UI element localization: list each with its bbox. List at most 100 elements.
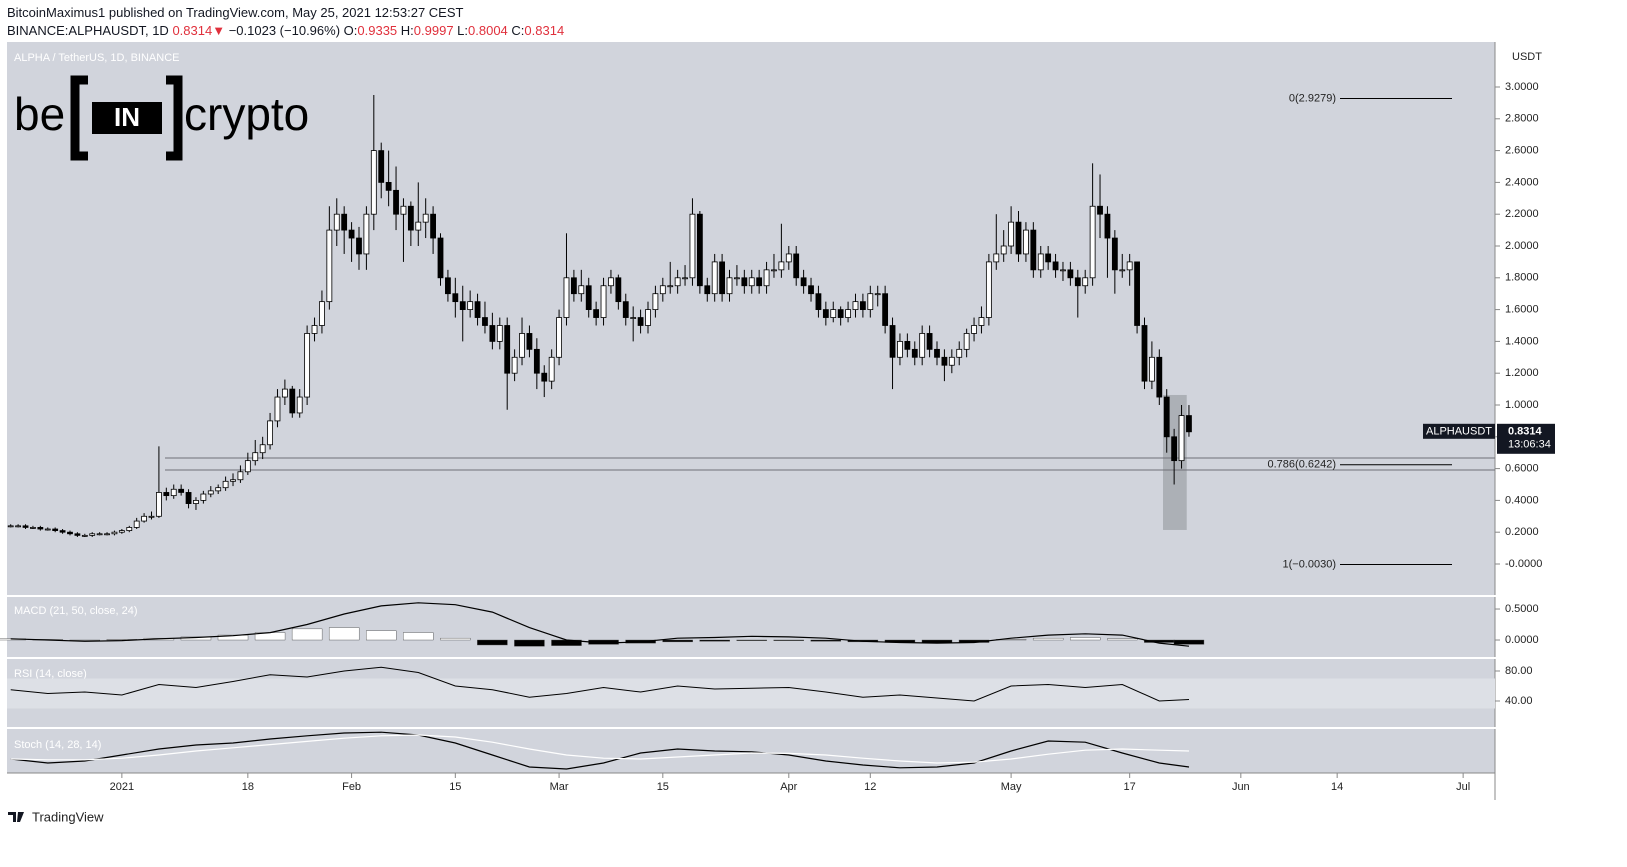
ohlc-key: L: <box>457 23 469 38</box>
candle-body <box>637 317 644 326</box>
candle-body <box>941 356 948 366</box>
candle-body <box>934 348 940 358</box>
x-tick-label: Feb <box>342 781 361 793</box>
candle-body <box>652 293 659 310</box>
candle-body <box>430 213 436 239</box>
candle-body <box>800 277 807 287</box>
candle-body <box>1015 221 1022 255</box>
candle-body <box>37 527 44 530</box>
candle-body <box>1023 229 1029 255</box>
y-tick-label: 1.8000 <box>1505 272 1539 284</box>
candle-body <box>148 515 155 518</box>
candle-body <box>133 520 140 528</box>
candle-body <box>178 488 185 493</box>
candle-body <box>608 277 614 287</box>
candle-body <box>963 333 970 350</box>
histogram-bar <box>810 639 842 642</box>
candle-body <box>815 293 822 310</box>
x-tick-label: Jul <box>1456 781 1470 793</box>
candle-body <box>52 528 59 532</box>
pane-title: ALPHA / TetherUS, 1D, BINANCE <box>14 52 179 64</box>
last-price-bg <box>1423 423 1495 439</box>
candle-body <box>30 527 36 529</box>
x-tick-label: 17 <box>1124 781 1136 793</box>
y-tick-label: 2.2000 <box>1505 208 1539 220</box>
stoch-line <box>10 734 1190 764</box>
x-tick-label: 12 <box>864 781 876 793</box>
footer-icon <box>8 812 24 822</box>
histogram-bar <box>1173 639 1205 645</box>
last-price-symbol: ALPHAUSDT <box>1426 426 1492 438</box>
candle-body <box>682 277 688 280</box>
candle-body <box>341 213 348 231</box>
candle-body <box>859 301 866 310</box>
candle-body <box>948 356 955 366</box>
candle-body <box>926 333 933 350</box>
candle-body <box>22 525 29 528</box>
ohlc-key: H: <box>400 23 414 38</box>
histogram-bar <box>699 639 730 642</box>
candle-body <box>459 301 466 310</box>
candle-body <box>452 293 459 303</box>
logo-box-text: IN <box>114 102 140 132</box>
symbol: BINANCE:ALPHAUSDT, 1D <box>7 23 169 38</box>
histogram-bar <box>403 632 434 641</box>
candle-body <box>104 533 110 536</box>
change: −0.1023 (−10.96%) <box>228 23 341 38</box>
candle-body <box>385 181 392 191</box>
histogram-bar <box>291 628 323 641</box>
candle-body <box>882 293 889 326</box>
candle-body <box>674 277 681 287</box>
candle-body <box>771 269 777 272</box>
candle-body <box>808 285 814 295</box>
candle-body <box>370 150 377 215</box>
y-tick-label: 0.0000 <box>1505 634 1539 646</box>
candle-body <box>304 333 311 398</box>
candle-body <box>956 348 963 358</box>
candle-body <box>482 317 488 326</box>
candle-body <box>259 444 266 454</box>
candle-body <box>645 309 651 326</box>
candle-body <box>274 396 281 422</box>
candle-body <box>1186 415 1192 433</box>
candle-body <box>1149 356 1155 382</box>
candle-body <box>659 285 666 295</box>
candle-body <box>207 490 214 495</box>
unit-label: USDT <box>1512 51 1542 63</box>
candle-body <box>407 205 414 231</box>
candle-body <box>785 253 792 263</box>
candle-body <box>1082 277 1089 287</box>
candle-body <box>193 499 199 504</box>
price-axis-bg <box>1495 42 1565 800</box>
candle-body <box>1171 436 1178 462</box>
histogram-bar <box>662 639 693 643</box>
candle-body <box>726 277 733 295</box>
candle-body <box>985 261 992 318</box>
candle-body <box>978 317 985 326</box>
header: BitcoinMaximus1 published on TradingView… <box>7 4 564 40</box>
quote-line: BINANCE:ALPHAUSDT, 1D 0.8314▼ −0.1023 (−… <box>7 22 564 40</box>
histogram-bar <box>773 639 804 641</box>
y-tick-label: 0.4000 <box>1505 494 1539 506</box>
candle-body <box>1141 325 1148 382</box>
ohlc-key: C: <box>511 23 525 38</box>
candle-body <box>1119 269 1126 272</box>
candle-body <box>1074 277 1081 287</box>
candle-body <box>67 531 73 535</box>
x-tick-label: Mar <box>550 781 569 793</box>
candle-body <box>326 229 333 303</box>
ohlc-l: L:0.8004 <box>457 23 508 38</box>
candle-body <box>230 479 236 482</box>
candle-body <box>215 487 222 492</box>
ohlc-value: 0.9997 <box>413 23 454 38</box>
candle-body <box>511 356 518 374</box>
ohlc-h: H:0.9997 <box>401 23 454 38</box>
candle-body <box>734 277 740 280</box>
x-tick-label: 15 <box>657 781 669 793</box>
candle-body <box>96 533 103 536</box>
candle-body <box>467 301 474 310</box>
candle-body <box>1060 269 1066 272</box>
y-tick-label: 1.0000 <box>1505 399 1539 411</box>
candle-body <box>111 531 118 535</box>
candle-body <box>874 293 881 296</box>
